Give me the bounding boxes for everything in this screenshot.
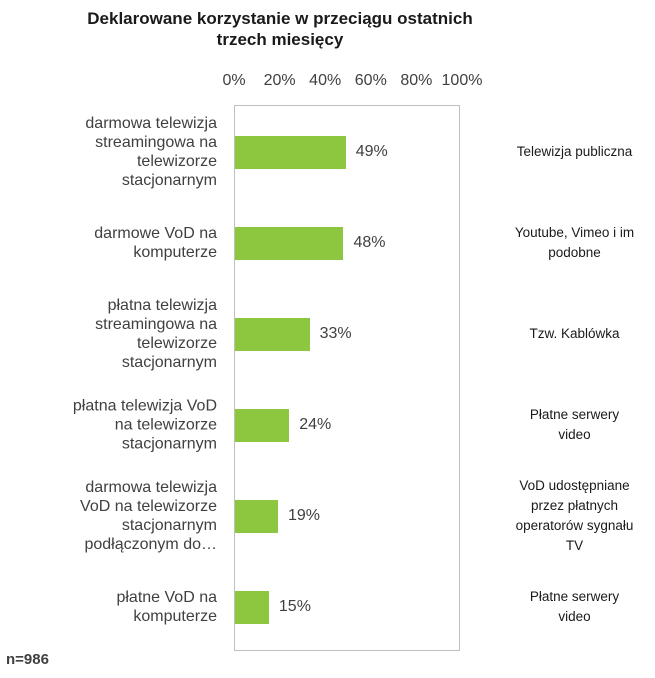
chart-title: Deklarowane korzystanie w przeciągu osta… xyxy=(0,8,560,50)
data-label: 24% xyxy=(299,416,332,433)
side-annotation-line: video xyxy=(558,609,591,624)
side-annotation-line: Youtube, Vimeo i im xyxy=(514,225,635,240)
side-annotation-line: Płatne serwery xyxy=(529,407,620,422)
side-annotation: Płatne serwery video xyxy=(497,405,652,445)
side-annotation-line: Telewizja publiczna xyxy=(516,144,633,159)
category-label: darmowa telewizja VoD na telewizorze stacj… xyxy=(7,478,217,554)
side-annotation: VoD udostępniane przez płatnych operatorów… xyxy=(497,476,652,556)
category-label: darmowe VoD na komputerze xyxy=(7,224,217,262)
bar xyxy=(235,499,278,533)
category-label: darmowa telewizja streamingowa na telewizo… xyxy=(7,114,217,190)
category-label-line: płatna telewizja xyxy=(107,297,217,314)
category-label-line: na telewizorze xyxy=(114,416,217,434)
side-annotation-line: Płatne serwery xyxy=(529,589,620,604)
data-label: 19% xyxy=(287,507,320,524)
x-axis-ticks: 0% 20% 40% 60% 80% 100% xyxy=(0,72,655,94)
bar xyxy=(235,226,344,260)
side-annotation-line: TV xyxy=(565,538,584,553)
side-annotation-line: Tzw. Kablówka xyxy=(529,326,620,341)
category-label: płatna telewizja VoD na telewizorze stacjo… xyxy=(7,397,217,454)
plot-area: 49% 48% 33% 24% 19% 15% xyxy=(234,105,460,651)
bar xyxy=(235,135,346,169)
data-label: 33% xyxy=(319,325,352,342)
category-label-line: płatna telewizja VoD xyxy=(72,397,217,415)
x-tick-label: 80% xyxy=(400,72,433,89)
data-label: 15% xyxy=(278,598,311,615)
data-label: 49% xyxy=(355,143,388,160)
x-tick-label: 20% xyxy=(263,72,296,89)
category-label-line: podłączonym do… xyxy=(84,536,217,553)
category-label-line: stacjonarnym xyxy=(121,517,217,534)
category-label-line: płatne VoD na xyxy=(116,589,217,606)
category-label-line: komputerze xyxy=(133,608,217,625)
side-annotation-line: VoD udostępniane xyxy=(519,478,630,493)
side-annotation: Youtube, Vimeo i im podobne xyxy=(497,223,652,263)
category-label-line: telewizorze xyxy=(136,153,217,170)
category-label-line: streamingowa na xyxy=(95,316,217,333)
side-annotation-line: video xyxy=(558,427,591,442)
x-tick-label: 0% xyxy=(222,72,246,89)
x-tick-label: 100% xyxy=(441,72,483,89)
side-annotation: Telewizja publiczna xyxy=(497,142,652,162)
side-annotation: Płatne serwery video xyxy=(497,587,652,627)
chart-title-line: Deklarowane korzystanie w przeciągu osta… xyxy=(87,9,473,28)
category-label: płatna telewizja streamingowa na telewizor… xyxy=(7,296,217,372)
category-label-line: stacjonarnym xyxy=(121,435,217,453)
category-label-line: darmowe VoD na xyxy=(94,225,217,242)
sample-size-note: n=986 xyxy=(6,651,49,668)
data-label: 48% xyxy=(353,234,386,251)
category-label-line: stacjonarnym xyxy=(121,354,217,371)
bar xyxy=(235,590,269,624)
category-label-line: VoD na telewizorze xyxy=(80,498,217,515)
side-annotation-line: przez płatnych xyxy=(530,498,619,513)
bar xyxy=(235,317,310,351)
category-label-line: komputerze xyxy=(133,244,217,261)
category-label-line: darmowa telewizja xyxy=(85,115,217,132)
category-label-line: streamingowa na xyxy=(95,134,217,151)
category-label-line: darmowa telewizja xyxy=(85,479,217,496)
side-annotation-line: operatorów sygnału xyxy=(515,518,634,533)
chart-title-line: trzech miesięcy xyxy=(216,30,344,49)
category-label-line: stacjonarnym xyxy=(121,172,217,189)
x-tick-label: 60% xyxy=(354,72,387,89)
side-annotation-line: podobne xyxy=(548,245,601,260)
x-tick-label: 40% xyxy=(309,72,342,89)
category-label: płatne VoD na komputerze xyxy=(7,588,217,626)
category-label-line: telewizorze xyxy=(136,335,217,352)
bar xyxy=(235,408,290,442)
side-annotation: Tzw. Kablówka xyxy=(497,324,652,344)
